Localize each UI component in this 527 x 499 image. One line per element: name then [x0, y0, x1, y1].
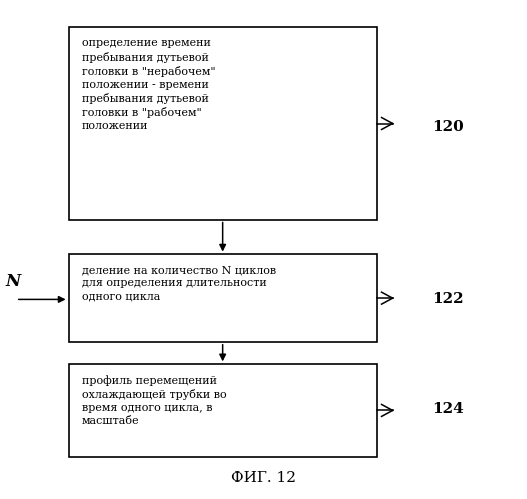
Bar [69, 254, 377, 342]
Text: 122: 122 [432, 292, 464, 306]
Text: 120: 120 [432, 120, 464, 134]
Text: профиль перемещений
охлаждающей трубки во
время одного цикла, в
масштабе: профиль перемещений охлаждающей трубки в… [82, 375, 226, 426]
Text: 124: 124 [432, 402, 464, 416]
Bar [69, 364, 377, 457]
Text: определение времени
пребывания дутьевой
головки в "нерабочем"
положении - времен: определение времени пребывания дутьевой … [82, 38, 216, 131]
Text: деление на количество N циклов
для определения длительности
одного цикла: деление на количество N циклов для опред… [82, 265, 276, 301]
Bar [69, 27, 377, 220]
Text: ФИГ. 12: ФИГ. 12 [231, 471, 296, 485]
Text: N: N [6, 273, 21, 290]
